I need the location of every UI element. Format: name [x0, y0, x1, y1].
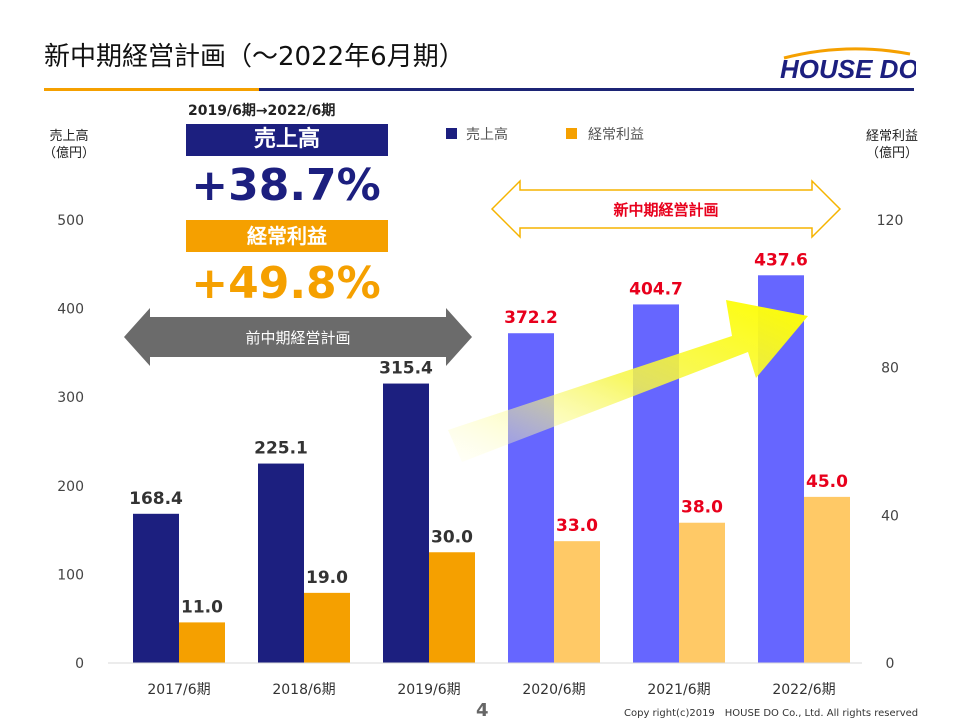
- left-axis-title: 売上高 （億円）: [36, 128, 102, 162]
- left-tick-label: 0: [75, 656, 84, 672]
- profit-bar: [679, 522, 725, 663]
- page-title: 新中期経営計画（～2022年6月期）: [44, 42, 465, 72]
- company-logo: HOUSE DO: [780, 47, 916, 84]
- growth-arrow: [448, 300, 808, 462]
- left-tick-label: 300: [57, 390, 84, 406]
- profit-bar: [429, 552, 475, 663]
- new-plan-label: 新中期経営計画: [613, 201, 718, 219]
- copyright-notice: Copy right(c)2019 HOUSE DO Co., Ltd. All…: [624, 708, 919, 719]
- category-label: 2018/6期: [272, 682, 335, 698]
- profit-data-label: 11.0: [181, 597, 223, 617]
- left-axis-title-line1: 売上高: [49, 129, 89, 144]
- left-tick-label: 200: [57, 479, 84, 495]
- profit-bar: [804, 496, 850, 663]
- right-tick-label: 80: [881, 361, 899, 377]
- left-tick-label: 500: [57, 213, 84, 229]
- growth-period: 2019/6期→2022/6期: [188, 103, 336, 119]
- profit-data-label: 38.0: [681, 498, 723, 518]
- sales-data-label: 315.4: [379, 359, 433, 379]
- sales-bar: [133, 513, 179, 663]
- category-label: 2022/6期: [772, 682, 835, 698]
- profit-data-label: 33.0: [556, 516, 598, 536]
- sales-bar: [258, 463, 304, 663]
- right-tick-label: 120: [877, 213, 904, 229]
- header-rule: [44, 88, 914, 91]
- profit-bar: [179, 622, 225, 663]
- sales-growth-value: +38.7%: [191, 160, 381, 211]
- sales-growth-label: 売上高: [186, 124, 388, 156]
- sales-data-label: 372.2: [504, 308, 558, 328]
- left-tick-label: 400: [57, 302, 84, 318]
- right-axis-title: 経常利益 （億円）: [852, 128, 932, 162]
- left-tick-label: 100: [57, 567, 84, 583]
- sales-data-label: 168.4: [129, 489, 183, 509]
- category-label: 2017/6期: [147, 682, 210, 698]
- profit-data-label: 45.0: [806, 472, 848, 492]
- profit-data-label: 19.0: [306, 568, 348, 588]
- legend-label-sales: 売上高: [466, 127, 508, 143]
- left-axis-title-line2: （億円）: [42, 146, 95, 161]
- profit-bar: [554, 541, 600, 663]
- category-label: 2020/6期: [522, 682, 585, 698]
- right-tick-label: 40: [881, 508, 899, 524]
- sales-bar: [508, 333, 554, 663]
- category-label: 2021/6期: [647, 682, 710, 698]
- sales-data-label: 225.1: [254, 439, 308, 459]
- sales-data-label: 404.7: [629, 279, 683, 299]
- header-rule-accent: [44, 88, 259, 91]
- profit-data-label: 30.0: [431, 527, 473, 547]
- sales-bar: [383, 383, 429, 663]
- right-tick-label: 0: [886, 656, 895, 672]
- profit-bar: [304, 592, 350, 663]
- right-axis-title-line2: （億円）: [865, 146, 918, 161]
- logo-text: HOUSE DO: [780, 54, 916, 84]
- legend-label-profit: 経常利益: [588, 127, 644, 143]
- previous-plan-arrow: 前中期経営計画: [124, 308, 472, 366]
- right-axis-title-line1: 経常利益: [865, 129, 918, 144]
- legend-swatch-sales: [446, 128, 457, 139]
- category-label: 2019/6期: [397, 682, 460, 698]
- legend-swatch-profit: [566, 128, 577, 139]
- profit-growth-label: 経常利益: [186, 220, 388, 252]
- sales-data-label: 437.6: [754, 250, 808, 270]
- page-number: 4: [476, 700, 489, 721]
- new-plan-arrow: 新中期経営計画: [490, 179, 842, 239]
- previous-plan-label: 前中期経営計画: [245, 329, 350, 347]
- profit-growth-value: +49.8%: [191, 258, 381, 309]
